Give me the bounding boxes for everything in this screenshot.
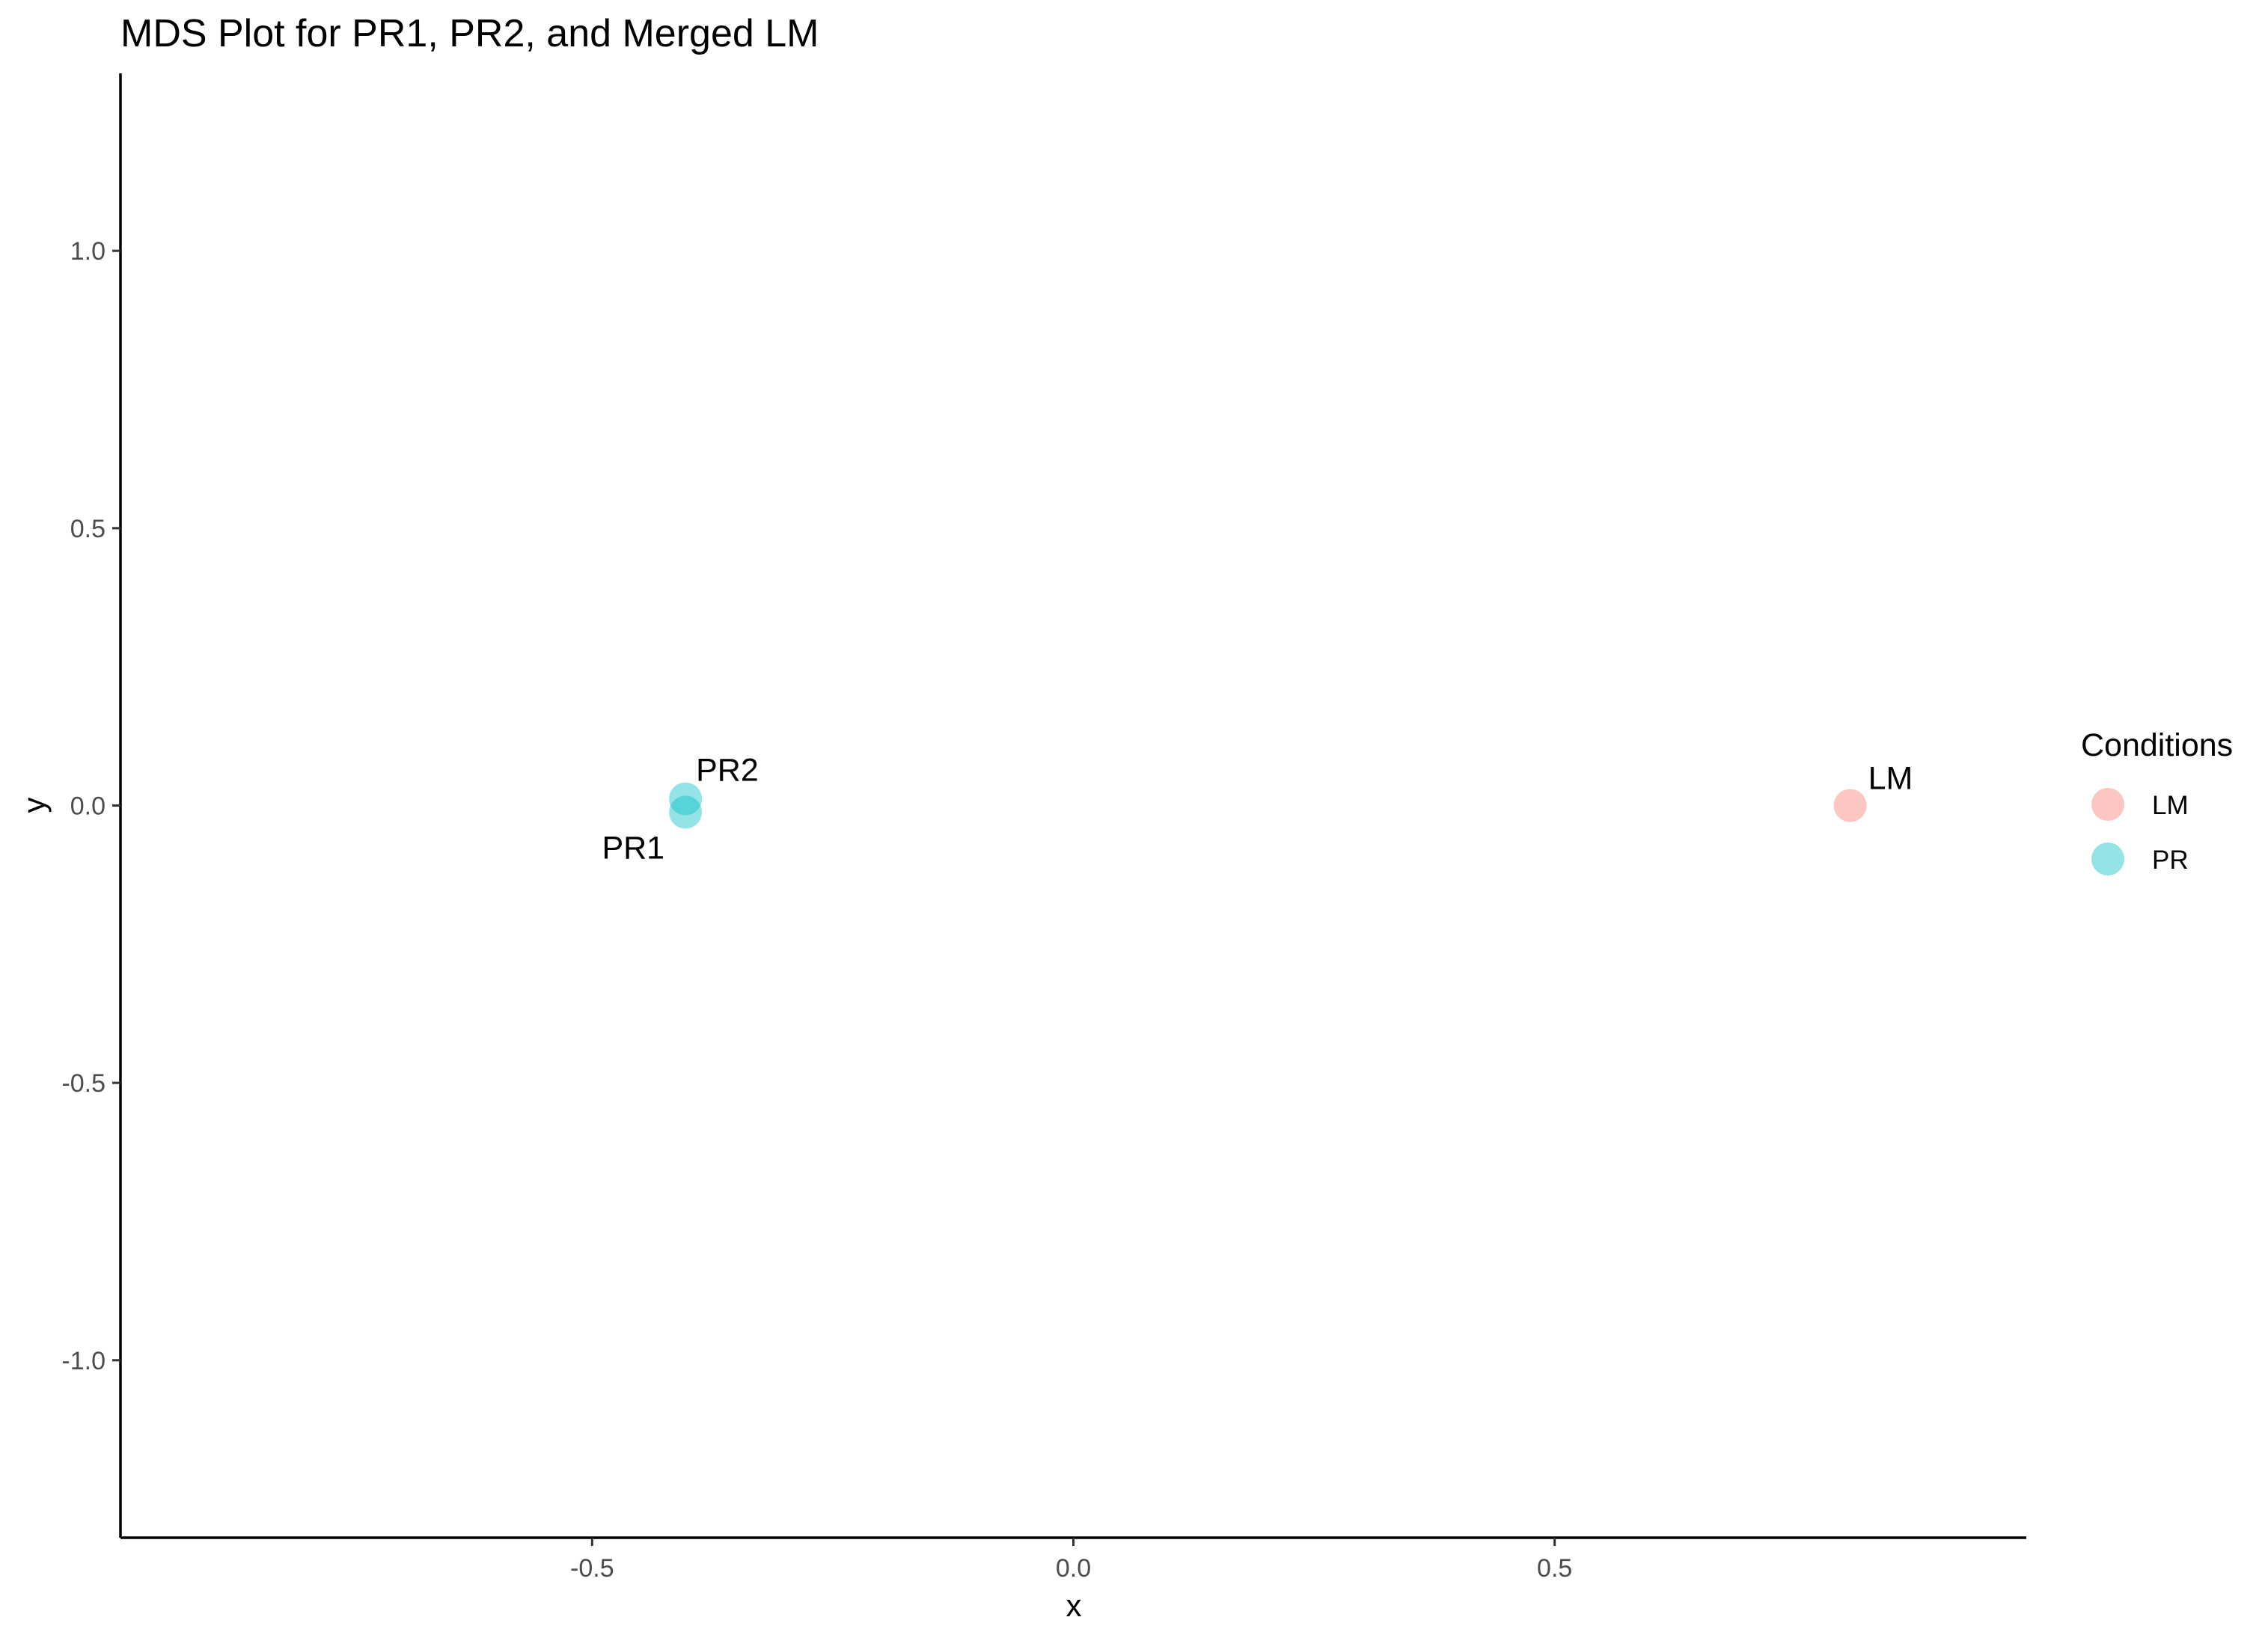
y-tick-label: -1.0 [61, 1347, 106, 1375]
point-pr1 [669, 795, 703, 829]
legend-label-lm: LM [2152, 791, 2189, 820]
y-tick-label: 1.0 [70, 237, 106, 266]
point-labels: LM PR1 PR2 [602, 753, 1913, 867]
x-axis-title: x [1066, 1588, 1082, 1623]
chart-title: MDS Plot for PR1, PR2, and Merged LM [120, 12, 819, 55]
point-lm [1833, 789, 1867, 822]
y-tick-label: -0.5 [61, 1069, 106, 1098]
legend-key-lm [2091, 788, 2124, 821]
x-tick-label: 0.5 [1537, 1554, 1572, 1583]
x-tick-label: -0.5 [570, 1554, 614, 1583]
point-pr2 [669, 782, 703, 816]
axes: -0.5 0.0 0.5 -1.0 -0.5 0.0 0.5 1.0 [61, 73, 2026, 1583]
point-label-pr2: PR2 [696, 753, 759, 789]
x-tick-label: 0.0 [1056, 1554, 1091, 1583]
data-points [669, 782, 1867, 829]
legend-title: Conditions [2081, 727, 2233, 763]
y-tick-label: 0.5 [70, 515, 106, 543]
y-tick-label: 0.0 [70, 792, 106, 821]
legend: Conditions LM PR [2081, 727, 2233, 875]
point-label-lm: LM [1868, 761, 1913, 797]
y-axis-title: y [16, 798, 52, 813]
point-label-pr1: PR1 [602, 830, 664, 866]
legend-key-pr [2091, 843, 2124, 875]
legend-label-pr: PR [2152, 846, 2189, 875]
